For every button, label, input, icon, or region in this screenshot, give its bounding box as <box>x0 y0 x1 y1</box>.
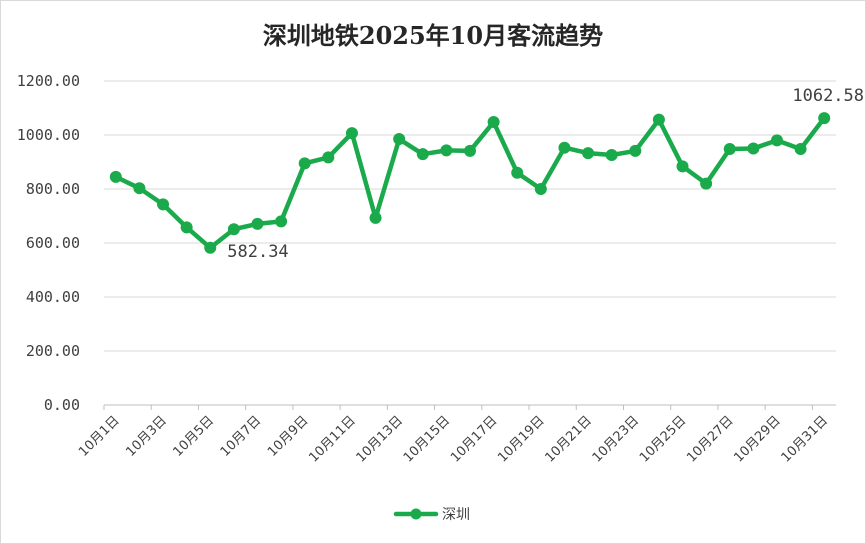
x-tick-label: 10月25日 <box>637 413 689 465</box>
x-tick-label: 10月7日 <box>218 413 265 460</box>
data-point <box>605 148 618 161</box>
data-point <box>770 134 783 147</box>
data-point <box>464 144 476 157</box>
x-tick-label: 10月11日 <box>306 413 358 465</box>
data-point <box>487 116 500 129</box>
data-labels: 582.34 1062.58 <box>227 86 864 262</box>
data-point <box>345 127 358 140</box>
data-point <box>416 148 429 161</box>
data-point <box>393 133 406 146</box>
data-point <box>723 143 736 156</box>
y-tick-label: 1200.00 <box>17 72 80 90</box>
data-point <box>511 166 524 179</box>
legend: 深圳 <box>393 507 470 523</box>
series-line <box>113 115 827 251</box>
x-tick-label: 10月3日 <box>123 413 170 460</box>
data-point <box>534 183 547 195</box>
x-tick-label: 10月23日 <box>590 413 642 465</box>
x-tick-label: 10月13日 <box>354 413 406 465</box>
x-axis: 10月1日 10月3日 10月5日 10月7日 10月9日10月11日10月13日10月… <box>76 404 836 466</box>
data-point <box>652 113 665 126</box>
data-point <box>369 211 382 224</box>
y-tick-label: 1000.00 <box>17 126 80 144</box>
x-tick-label: 10月21日 <box>543 413 595 465</box>
x-tick-label: 10月9日 <box>265 413 312 460</box>
data-point <box>818 112 831 125</box>
data-label: 1062.58 <box>792 86 864 106</box>
x-tick-label: 10月15日 <box>401 413 453 465</box>
x-tick-label: 10月31日 <box>779 413 831 465</box>
data-point <box>582 147 595 160</box>
y-tick-label: 600.00 <box>26 234 80 252</box>
data-point <box>204 241 217 254</box>
chart-title: 深圳地铁2025年10月客流趋势 <box>263 21 603 50</box>
data-point <box>180 221 193 234</box>
data-point <box>629 144 642 157</box>
data-point <box>133 182 146 195</box>
data-point <box>322 151 335 164</box>
x-tick-label: 10月1日 <box>76 413 123 460</box>
x-tick-label: 10月29日 <box>731 413 783 465</box>
x-tick-label: 10月5日 <box>171 413 218 460</box>
y-tick-label: 0.00 <box>44 396 80 414</box>
data-label: 582.34 <box>227 242 288 262</box>
y-tick-label: 800.00 <box>26 180 80 198</box>
y-tick-label: 200.00 <box>26 342 80 360</box>
data-point <box>440 144 453 157</box>
data-point <box>109 170 122 183</box>
legend-marker <box>410 508 422 520</box>
data-point <box>227 223 240 236</box>
x-tick-label: 10月17日 <box>448 413 500 465</box>
data-point <box>275 215 288 228</box>
data-point <box>747 142 760 155</box>
data-point <box>700 177 713 190</box>
data-point <box>298 157 311 170</box>
x-tick-label: 10月19日 <box>495 413 547 465</box>
y-axis: 0.00 200.00 400.00 600.00 800.00 1000.00 1200.… <box>17 72 80 414</box>
data-point <box>157 198 170 211</box>
series-layer <box>109 112 831 254</box>
data-point <box>558 141 571 154</box>
data-point <box>251 217 264 230</box>
y-tick-label: 400.00 <box>26 288 80 306</box>
x-tick-label: 10月27日 <box>684 413 736 465</box>
data-point <box>794 143 807 156</box>
data-point <box>676 160 689 173</box>
gridlines <box>104 80 836 352</box>
legend-label: 深圳 <box>442 507 470 523</box>
